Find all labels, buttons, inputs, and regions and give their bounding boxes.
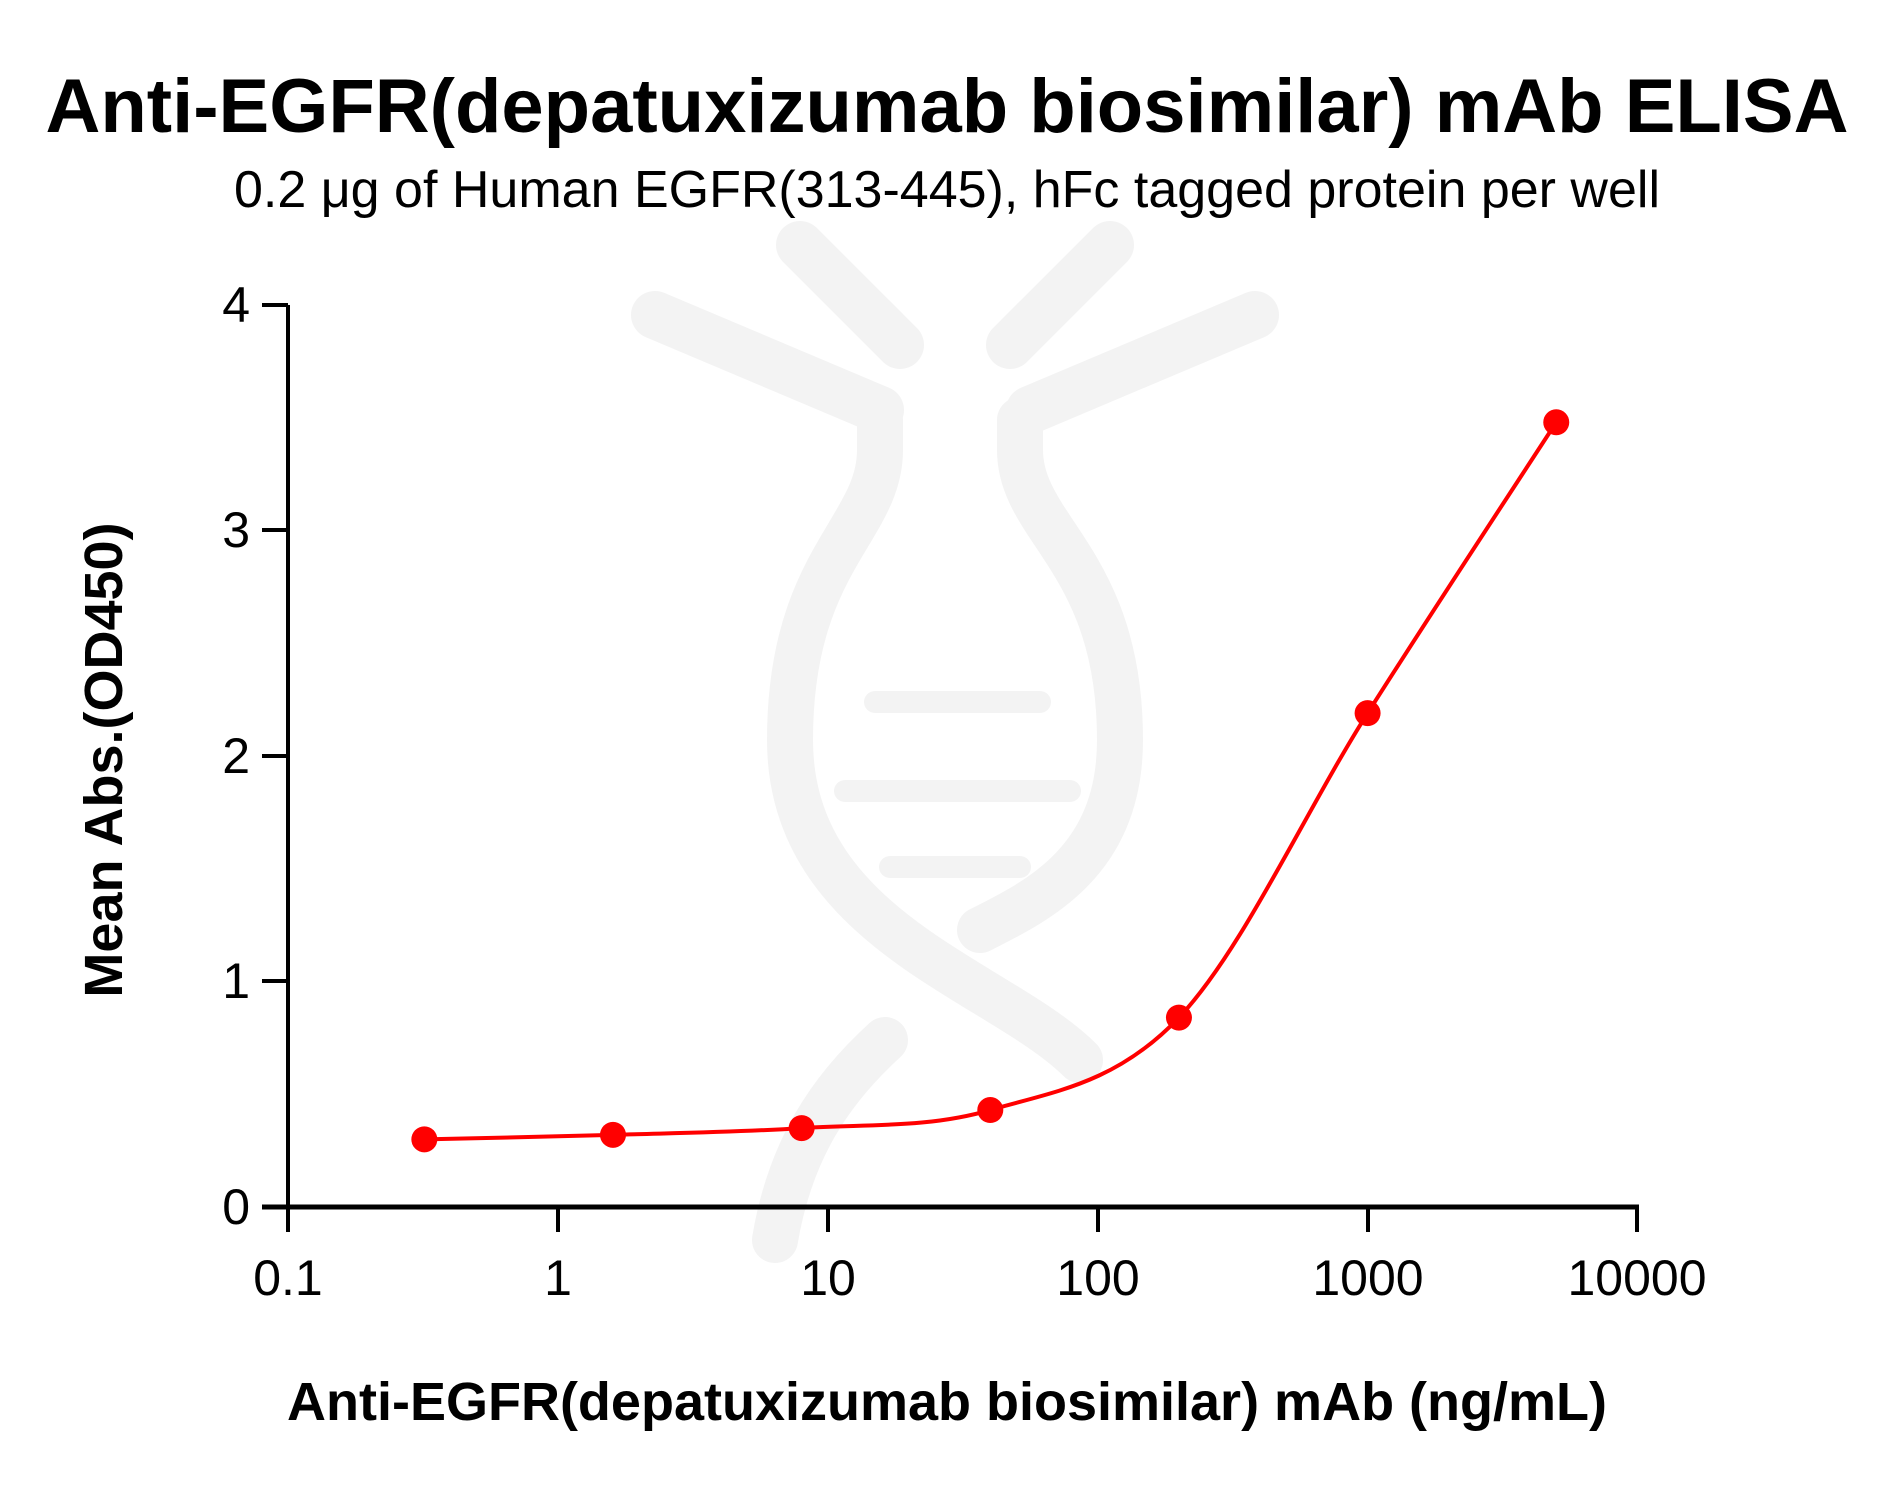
x-tick-label: 10 (800, 1250, 856, 1306)
data-point-marker (1165, 1004, 1192, 1031)
data-point-marker (977, 1097, 1004, 1124)
y-axis-title: Mean Abs.(OD450) (74, 522, 134, 997)
chart-subtitle: 0.2 μg of Human EGFR(313-445), hFc tagge… (234, 161, 1660, 219)
x-tick-label: 1 (544, 1250, 572, 1306)
data-markers (411, 409, 1570, 1153)
data-point-marker (1543, 409, 1570, 436)
x-tick-labels: 0.1 1 10 100 1000 10000 (253, 1250, 1706, 1306)
data-point-marker (411, 1126, 438, 1153)
x-axis-title: Anti-EGFR(depatuxizumab biosimilar) mAb … (287, 1372, 1607, 1432)
y-tick-label: 0 (222, 1179, 250, 1235)
y-tick-label: 1 (222, 953, 250, 1009)
y-axis (262, 303, 290, 1222)
data-point-marker (599, 1121, 626, 1148)
y-tick-label: 3 (222, 502, 250, 558)
data-point-marker (1354, 700, 1381, 727)
x-tick-label: 100 (1056, 1250, 1139, 1306)
x-tick-label: 10000 (1567, 1250, 1706, 1306)
data-point-marker (788, 1115, 815, 1142)
y-tick-labels: 0 1 2 3 4 (222, 277, 250, 1235)
watermark-logo-icon (631, 221, 1279, 1263)
x-tick-label: 0.1 (253, 1250, 323, 1306)
x-tick-label: 1000 (1312, 1250, 1423, 1306)
chart-title: Anti-EGFR(depatuxizumab biosimilar) mAb … (46, 64, 1849, 149)
fit-curve (424, 421, 1558, 1142)
x-axis (262, 1204, 1639, 1232)
y-tick-label: 2 (222, 728, 250, 784)
y-tick-label: 4 (222, 277, 250, 333)
